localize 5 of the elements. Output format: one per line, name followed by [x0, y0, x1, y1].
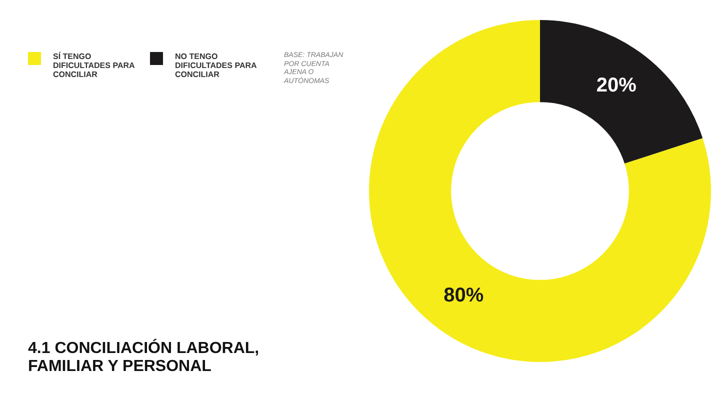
legend-label: SÍ TENGO DIFICULTADES PARA CONCILIAR — [53, 52, 136, 79]
data-label: 20% — [596, 74, 637, 96]
text: 4.1 CONCILIACIÓN LABORAL, FAMILIAR Y PERSONAL — [28, 340, 260, 376]
data-label: 80% — [444, 284, 484, 307]
legend-label: NO TENGO DIFICULTADES PARA CONCILIAR — [175, 52, 258, 79]
